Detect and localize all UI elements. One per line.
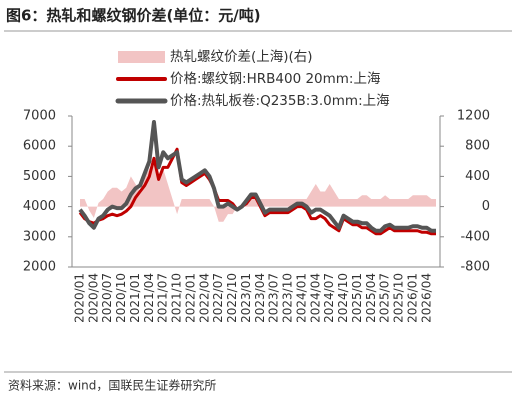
x-tick-label: 2022/10 — [225, 273, 239, 323]
x-tick-label: 2025/01 — [350, 273, 364, 323]
legend-label: 热轧螺纹价差(上海)(右) — [170, 49, 313, 65]
y2-tick-label: -400 — [460, 229, 490, 244]
chart-title: 图6：热轧和螺纹钢价差(单位：元/吨) — [6, 7, 261, 25]
x-tick-label: 2021/07 — [156, 273, 170, 323]
y-tick-label: 2000 — [23, 260, 56, 275]
x-tick-label: 2026/04 — [419, 273, 433, 323]
x-tick-label: 2025/07 — [378, 273, 392, 323]
x-tick-label: 2022/04 — [197, 273, 211, 323]
legend-label: 价格:热轧板卷:Q235B:3.0mm:上海 — [170, 93, 390, 109]
x-tick-label: 2023/07 — [267, 273, 281, 323]
y-tick-label: 5000 — [23, 169, 56, 184]
x-tick-label: 2021/10 — [170, 273, 184, 323]
legend-swatch — [118, 51, 165, 63]
legend-label: 价格:螺纹钢:HRB400 20mm:上海 — [170, 71, 380, 87]
y-tick-label: 6000 — [23, 139, 56, 154]
y2-tick-label: 400 — [465, 169, 490, 184]
y2-tick-label: 800 — [465, 139, 490, 154]
y-tick-label: 4000 — [23, 199, 56, 214]
y-tick-label: 7000 — [23, 109, 56, 124]
x-tick-label: 2024/01 — [294, 273, 308, 323]
price-line — [78, 120, 436, 233]
x-tick-label: 2020/01 — [73, 273, 87, 323]
x-tick-label: 2026/01 — [405, 273, 419, 323]
x-tick-label: 2021/04 — [142, 273, 156, 323]
x-tick-label: 2023/04 — [253, 273, 267, 323]
spread-area — [80, 161, 436, 222]
y2-tick-label: 0 — [482, 199, 490, 214]
source: 资料来源：wind，国联民生证券研究所 — [8, 378, 216, 393]
x-tick-label: 2023/01 — [239, 273, 253, 323]
x-tick-label: 2024/07 — [322, 273, 336, 323]
x-tick-label: 2021/01 — [128, 273, 142, 323]
x-tick-label: 2024/10 — [336, 273, 350, 323]
x-tick-label: 2020/04 — [86, 273, 100, 323]
x-tick-label: 2022/01 — [183, 273, 197, 323]
x-tick-label: 2025/10 — [392, 273, 406, 323]
x-tick-label: 2025/04 — [364, 273, 378, 323]
y2-tick-label: -800 — [460, 260, 490, 275]
x-tick-label: 2024/04 — [308, 273, 322, 323]
x-tick-label: 2023/10 — [281, 273, 295, 323]
x-tick-label: 2020/10 — [114, 273, 128, 323]
y2-tick-label: 1200 — [457, 109, 490, 124]
x-tick-label: 2020/07 — [100, 273, 114, 323]
y-tick-label: 3000 — [23, 229, 56, 244]
x-tick-label: 2022/07 — [211, 273, 225, 323]
